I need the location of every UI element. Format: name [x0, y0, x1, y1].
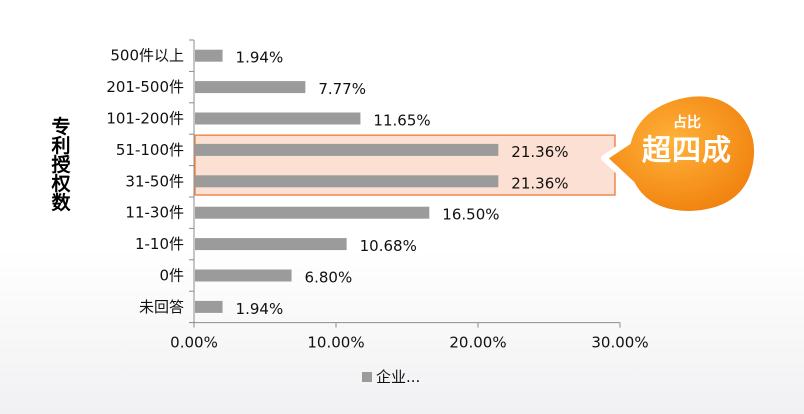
bar: [195, 300, 223, 313]
category-label: 51-100件: [116, 141, 184, 159]
legend-swatch: [362, 371, 372, 382]
x-tick-label: 30.00%: [591, 334, 648, 352]
bar: [195, 143, 499, 156]
category-label: 1-10件: [135, 235, 184, 253]
bar: [195, 112, 361, 125]
data-label: 11.65%: [373, 112, 430, 130]
data-label: 1.94%: [236, 49, 284, 67]
callout-bubble: [601, 90, 761, 217]
bar: [195, 269, 292, 282]
callout-big-text: 超四成: [641, 133, 732, 167]
data-label: 21.36%: [511, 174, 568, 192]
x-tick-label: 10.00%: [307, 334, 364, 352]
category-label: 500件以上: [110, 47, 184, 65]
bar: [195, 49, 223, 62]
x-tick-label: 0.00%: [170, 334, 218, 352]
callout-text: 占比 超四成: [628, 114, 746, 168]
legend-label: 企业...: [376, 368, 421, 386]
category-label: 11-30件: [125, 204, 184, 222]
x-tick-label: 20.00%: [449, 334, 506, 352]
category-label: 未回答: [139, 298, 184, 316]
bar: [195, 206, 430, 219]
category-label: 0件: [159, 267, 184, 285]
legend: 企业...: [362, 366, 420, 387]
data-label: 21.36%: [511, 143, 568, 161]
data-label: 16.50%: [442, 206, 499, 224]
callout-small-text: 占比: [673, 115, 701, 131]
bar: [195, 175, 499, 188]
category-label: 101-200件: [106, 110, 184, 128]
category-label: 201-500件: [106, 78, 184, 96]
category-label: 31-50件: [125, 172, 184, 190]
data-label: 7.77%: [318, 80, 366, 98]
data-label: 10.68%: [360, 237, 417, 255]
data-label: 6.80%: [305, 269, 353, 287]
y-axis-title: 专利授权数: [51, 116, 71, 214]
bar: [195, 238, 347, 251]
data-label: 1.94%: [236, 300, 284, 318]
bar: [195, 81, 306, 94]
